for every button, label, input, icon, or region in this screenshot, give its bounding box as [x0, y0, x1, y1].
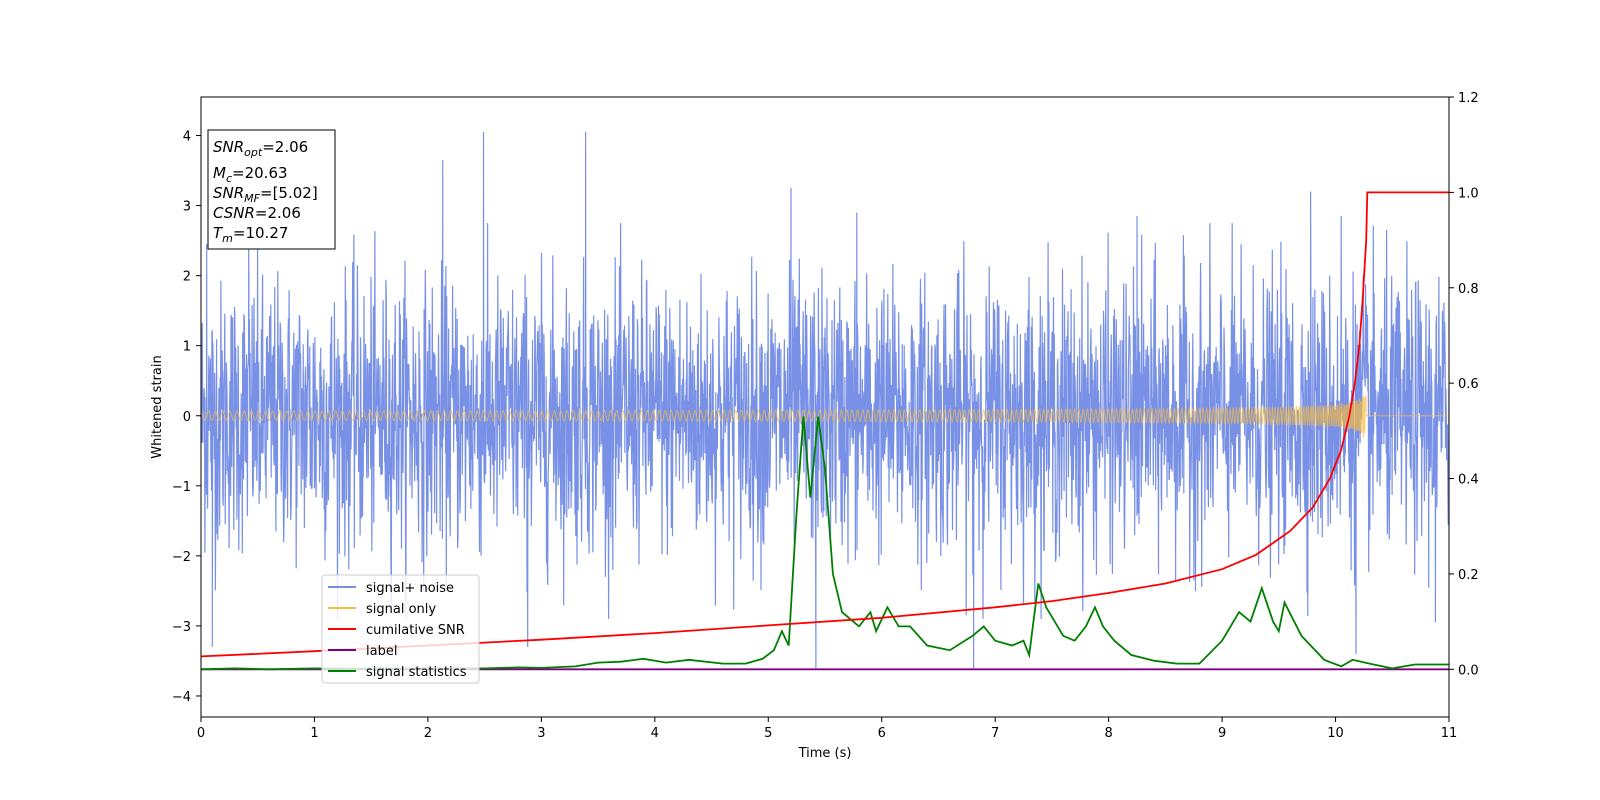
x-axis-ticks: 0 1 2 3 4 5 6 7 8 9 10 11	[197, 717, 1457, 741]
x-tick-label: 2	[424, 726, 432, 741]
right-y-axis-ticks: 0.0 0.2 0.4 0.6 0.8 1.0 1.2	[1449, 91, 1479, 678]
x-tick-label: 11	[1441, 726, 1458, 741]
annotation-csnr: CSNR=2.06	[213, 204, 301, 222]
legend-label-signal-only: signal only	[366, 602, 436, 617]
x-tick-label: 0	[197, 726, 205, 741]
right-y-tick-label: 0.6	[1458, 377, 1479, 392]
legend-label-signal-statistics: signal statistics	[366, 665, 467, 680]
annotation-csnr-value: =2.06	[255, 204, 301, 222]
series-signal-noise	[201, 131, 1449, 669]
left-y-tick-label: 3	[183, 200, 191, 215]
left-y-tick-label: 0	[183, 410, 191, 425]
right-y-tick-label: 1.0	[1458, 186, 1479, 201]
left-y-tick-label: 4	[183, 130, 191, 145]
right-y-tick-label: 1.2	[1458, 91, 1479, 106]
annotation-tm-value: =10.27	[233, 224, 289, 242]
annotation-snr-opt-value: =2.06	[262, 138, 308, 156]
left-y-axis-ticks: −4 −3 −2 −1 0 1 2 3 4	[172, 130, 201, 705]
series-cumulative-snr	[201, 191, 1449, 658]
legend-label-signal-noise: signal+ noise	[366, 581, 454, 596]
right-y-tick-label: 0.4	[1458, 473, 1479, 488]
left-y-tick-label: −2	[172, 550, 191, 565]
x-tick-label: 10	[1327, 726, 1344, 741]
x-tick-label: 8	[1104, 726, 1112, 741]
x-tick-label: 3	[537, 726, 545, 741]
annotation-box: SNRopt=2.06 Mc=20.63 SNRMF=[5.02] CSNR=2…	[207, 129, 336, 250]
annotation-mc: Mc=20.63	[213, 164, 288, 185]
x-tick-label: 5	[764, 726, 772, 741]
left-y-tick-label: 1	[183, 340, 191, 355]
left-y-tick-label: 2	[183, 270, 191, 285]
left-y-tick-label: −4	[172, 690, 191, 705]
annotation-tm: Tm=10.27	[213, 224, 288, 245]
annotation-snr-opt: SNRopt=2.06	[213, 138, 308, 159]
right-y-tick-label: 0.2	[1458, 568, 1479, 583]
plot-frame	[200, 96, 1450, 718]
right-y-tick-label: 0.0	[1458, 663, 1479, 678]
x-tick-label: 7	[991, 726, 999, 741]
legend-label-cumulative-snr: cumilative SNR	[366, 623, 465, 638]
annotation-frame	[207, 129, 336, 250]
legend-frame	[321, 574, 480, 684]
legend: signal+ noise signal only cumilative SNR…	[321, 574, 480, 684]
x-tick-label: 9	[1218, 726, 1226, 741]
x-tick-label: 1	[310, 726, 318, 741]
annotation-mc-value: =20.63	[232, 164, 288, 182]
series-signal-only	[201, 395, 1449, 438]
annotation-snr-mf: SNRMF=[5.02]	[213, 184, 318, 205]
x-tick-label: 6	[878, 726, 886, 741]
legend-label-label: label	[366, 644, 397, 659]
y-axis-label: Whitened strain	[150, 355, 165, 458]
right-y-tick-label: 0.8	[1458, 282, 1479, 297]
left-y-tick-label: −1	[172, 480, 191, 495]
series-signal-statistics	[201, 416, 1449, 671]
left-y-tick-label: −3	[172, 620, 191, 635]
x-axis-label: Time (s)	[798, 746, 852, 761]
annotation-snr-mf-value: =[5.02]	[260, 184, 318, 202]
x-tick-label: 4	[651, 726, 659, 741]
